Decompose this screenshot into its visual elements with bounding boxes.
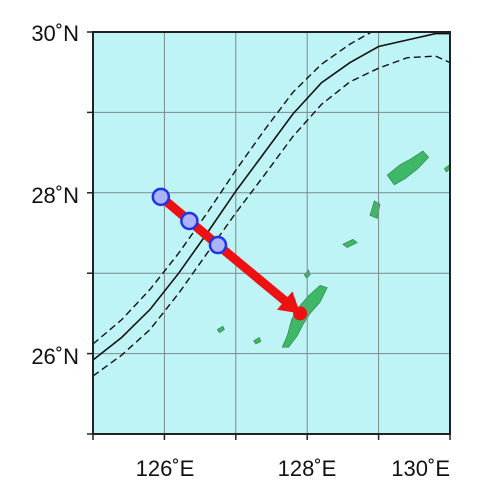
kuroshio-south-dashed xyxy=(92,55,451,377)
lat-label-26n: 26˚N xyxy=(31,344,79,369)
lat-label-30n: 30˚N xyxy=(31,21,79,46)
island-tokunoshima xyxy=(369,200,381,219)
axis-ticks xyxy=(87,31,451,440)
storm-track xyxy=(151,187,308,321)
track-arrowhead xyxy=(277,291,301,314)
map-frame xyxy=(92,31,451,435)
lat-label-28n: 28˚N xyxy=(31,183,79,208)
island-kumejima xyxy=(216,325,225,334)
kuroshio-north-dashed xyxy=(92,31,372,345)
track-marker-0 xyxy=(151,187,171,207)
track-marker-1 xyxy=(180,211,199,231)
island-amami xyxy=(386,150,430,186)
track-end-dot xyxy=(293,306,308,321)
kuroshio-current-lines xyxy=(92,31,451,377)
ocean-area xyxy=(93,32,450,434)
track-marker-2 xyxy=(208,235,228,255)
track-line xyxy=(156,192,290,306)
lon-label-128e: 128˚E xyxy=(278,456,337,481)
lon-label-130e: 130˚E xyxy=(391,456,450,481)
island-tokashiki xyxy=(253,337,262,345)
island-okinoerabu xyxy=(342,239,358,248)
kuroshio-axis-line xyxy=(92,32,450,361)
lon-label-126e: 126˚E xyxy=(136,456,195,481)
